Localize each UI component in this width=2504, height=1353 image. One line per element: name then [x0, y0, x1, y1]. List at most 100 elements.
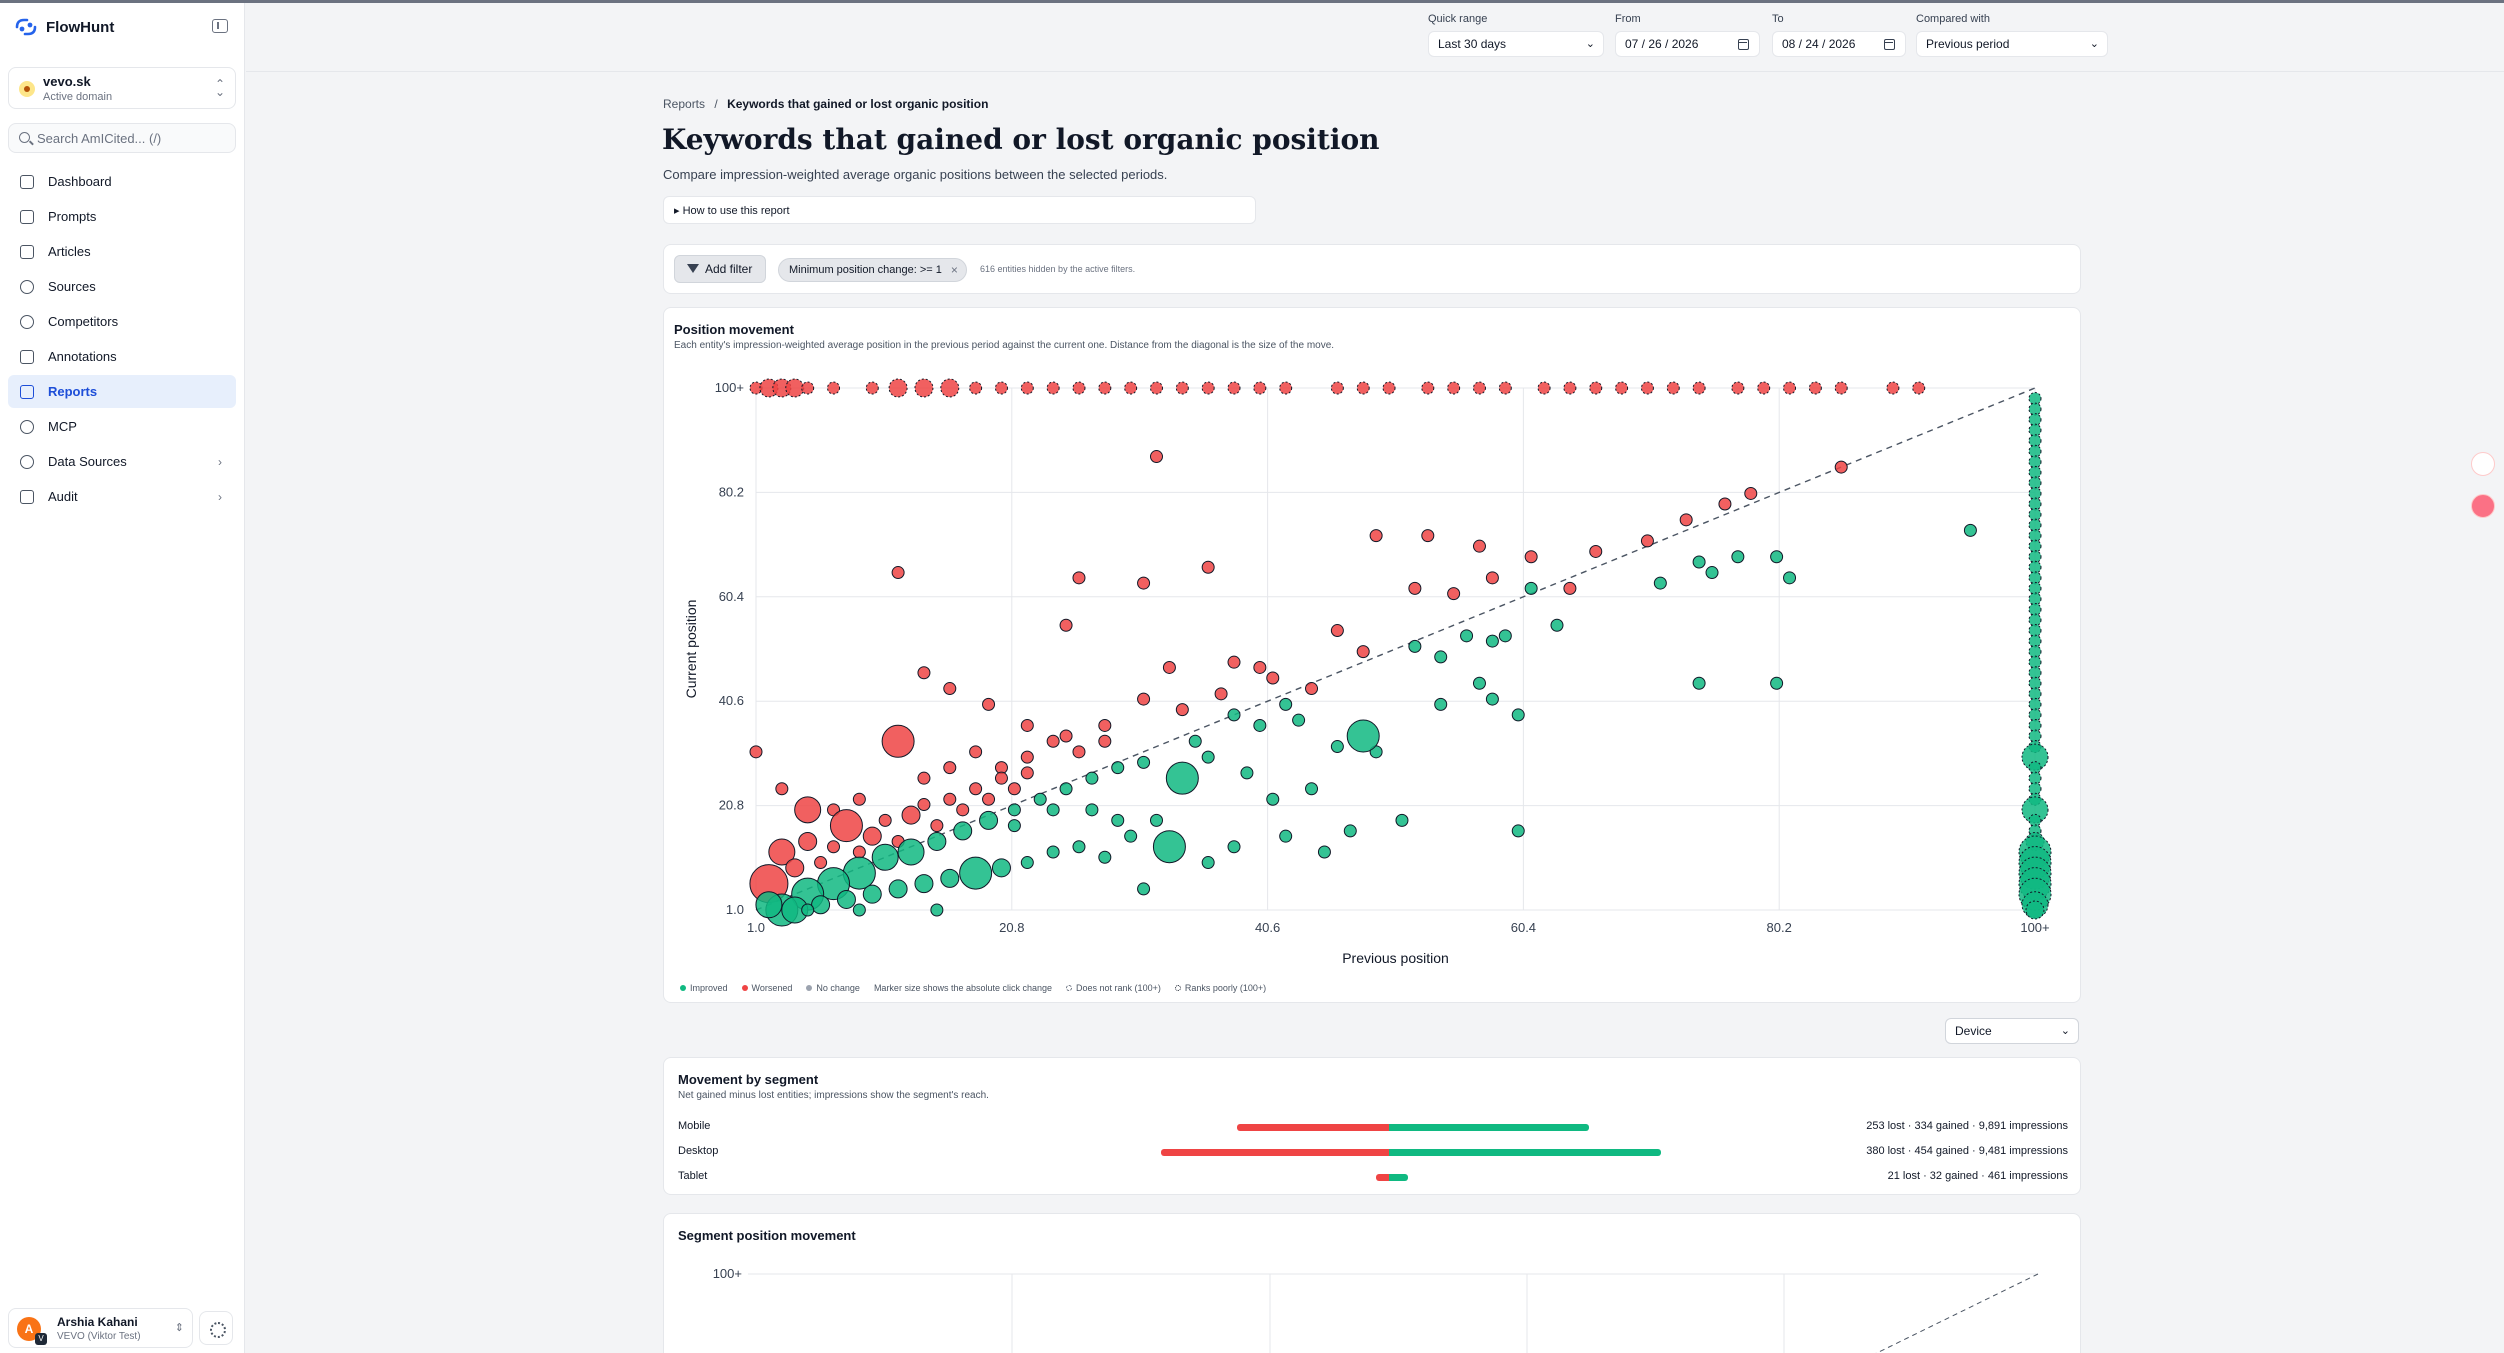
chart-title: Position movement: [674, 322, 794, 337]
grid-icon: [20, 174, 34, 189]
sidebar-item-competitors[interactable]: Competitors: [8, 305, 236, 338]
improved-point: [1692, 676, 1706, 690]
brand[interactable]: FlowHunt: [14, 17, 114, 37]
from-date-input[interactable]: 07 / 26 / 2026: [1615, 31, 1760, 57]
breadcrumb-reports-link[interactable]: Reports: [663, 97, 706, 111]
worsened-point: [1356, 645, 1370, 659]
calendar-icon[interactable]: [1738, 39, 1749, 50]
sidebar-item-label: Sources: [48, 279, 96, 294]
sidebar-item-mcp[interactable]: MCP: [8, 410, 236, 443]
org-badge: V: [35, 1333, 47, 1345]
chevron-down-icon: ⌄: [1585, 38, 1595, 50]
segment-summary: 380 lost · 454 gained · 9,481 impression…: [1866, 1145, 2068, 1157]
improved-point: [852, 903, 866, 917]
improved-point: [2028, 413, 2042, 427]
compared-with-select[interactable]: Previous period ⌄: [1916, 31, 2108, 57]
side-assistant-icon[interactable]: [2471, 494, 2495, 518]
hidden-entities-note: 616 entities hidden by the active filter…: [980, 264, 1136, 274]
sidebar-item-reports[interactable]: Reports: [8, 375, 236, 408]
improved-point: [1653, 576, 1667, 590]
segment-row-mobile[interactable]: Mobile 253 lost · 334 gained · 9,891 imp…: [678, 1120, 2068, 1136]
segment-dimension-select[interactable]: Device ⌄: [1945, 1018, 2079, 1044]
improved-point: [1460, 629, 1474, 643]
sidebar-item-data-sources[interactable]: Data Sources ›: [8, 445, 236, 478]
improved-point: [2028, 423, 2042, 437]
breadcrumb-current: Keywords that gained or lost organic pos…: [727, 97, 989, 111]
broadcast-icon: [20, 279, 34, 294]
segment-lost-bar: [1237, 1124, 1389, 1131]
x-tick-label: 40.6: [1255, 920, 1280, 935]
improved-point: [2028, 624, 2042, 638]
sidebar-item-label: Audit: [48, 489, 78, 504]
improved-point: [2028, 486, 2042, 500]
worsened-point: [1046, 734, 1060, 748]
chevron-up-down-icon: ⌃ ⌄: [214, 77, 225, 99]
sidebar-item-articles[interactable]: Articles: [8, 235, 236, 268]
improved-point: [1279, 697, 1293, 711]
worsened-point: [865, 381, 879, 395]
sidebar: FlowHunt vevo.sk Active domain ⌃⌄ Dashbo…: [0, 3, 245, 1353]
search-box: [8, 123, 236, 153]
improved-point: [801, 903, 815, 917]
improved-point: [2028, 718, 2042, 732]
document-icon: [20, 244, 34, 259]
user-org: VEVO (Viktor Test): [57, 1331, 141, 1342]
improved-point: [2028, 655, 2042, 669]
improved-point: [2028, 602, 2042, 616]
improved-point: [1692, 555, 1706, 569]
worsened-point: [1330, 624, 1344, 638]
sidebar-item-prompts[interactable]: Prompts: [8, 200, 236, 233]
segment-dimension-value: Device: [1955, 1024, 1992, 1038]
sidebar-item-annotations[interactable]: Annotations: [8, 340, 236, 373]
chevron-down-icon: ⌄: [2089, 38, 2099, 50]
worsened-point: [969, 381, 983, 395]
sidebar-item-audit[interactable]: Audit ›: [8, 480, 236, 513]
worsened-point: [1098, 381, 1112, 395]
chevron-up-down-icon: ⇕: [174, 1322, 184, 1334]
side-widget-icon[interactable]: [2471, 452, 2495, 476]
worsened-point: [1731, 381, 1745, 395]
add-filter-button[interactable]: Add filter: [674, 255, 766, 283]
sidebar-collapse-icon[interactable]: [212, 19, 228, 33]
to-date-value: 08 / 24 / 2026: [1782, 37, 1856, 51]
worsened-point: [1666, 381, 1680, 395]
position-movement-card: 1.0 1.0 20.8 20.8 40.6 40.6 60.4 60.4 80.2 80.2 10…: [663, 307, 2081, 1003]
worsened-point: [1059, 618, 1073, 632]
improved-point: [1434, 650, 1448, 664]
worsened-point: [1266, 671, 1280, 685]
worsened-point: [1563, 381, 1577, 395]
sidebar-nav: Dashboard Prompts Articles Sources Compe…: [8, 165, 236, 515]
domain-switcher[interactable]: vevo.sk Active domain ⌃ ⌄: [8, 67, 236, 109]
worsened-point: [943, 792, 957, 806]
worsened-point: [956, 803, 970, 817]
segment-row-tablet[interactable]: Tablet 21 lost · 32 gained · 461 impress…: [678, 1170, 2068, 1186]
improved-point: [1007, 803, 1021, 817]
improved-point: [2028, 634, 2042, 648]
sidebar-item-dashboard[interactable]: Dashboard: [8, 165, 236, 198]
close-icon[interactable]: ×: [950, 263, 958, 277]
segment-row-desktop[interactable]: Desktop 380 lost · 454 gained · 9,481 im…: [678, 1145, 2068, 1161]
sidebar-item-label: Reports: [48, 384, 98, 399]
to-date-input[interactable]: 08 / 24 / 2026: [1772, 31, 1906, 57]
audit-icon: [20, 489, 34, 504]
user-menu[interactable]: A V Arshia Kahani VEVO (Viktor Test) ⇕: [8, 1308, 193, 1348]
worsened-point: [940, 378, 960, 398]
report-icon: [20, 384, 34, 399]
improved-point: [1201, 750, 1215, 764]
worsened-point: [969, 782, 983, 796]
calendar-icon[interactable]: [1884, 39, 1895, 50]
worsened-point: [1589, 381, 1603, 395]
database-icon: [20, 454, 34, 469]
filter-chip[interactable]: Minimum position change: >= 1 ×: [778, 258, 967, 282]
sidebar-item-sources[interactable]: Sources: [8, 270, 236, 303]
worsened-point: [1098, 718, 1112, 732]
how-to-use-toggle[interactable]: ▸ How to use this report: [663, 196, 1256, 224]
settings-gear-icon[interactable]: [199, 1311, 233, 1345]
search-input[interactable]: [37, 124, 227, 152]
quick-range-select[interactable]: Last 30 days ⌄: [1428, 31, 1604, 57]
compared-with-value: Previous period: [1926, 37, 2010, 51]
improved-point: [1124, 829, 1138, 843]
worsened-point: [1020, 381, 1034, 395]
worsened-point: [1757, 381, 1771, 395]
chevron-down-icon: ⌄: [2060, 1025, 2070, 1037]
